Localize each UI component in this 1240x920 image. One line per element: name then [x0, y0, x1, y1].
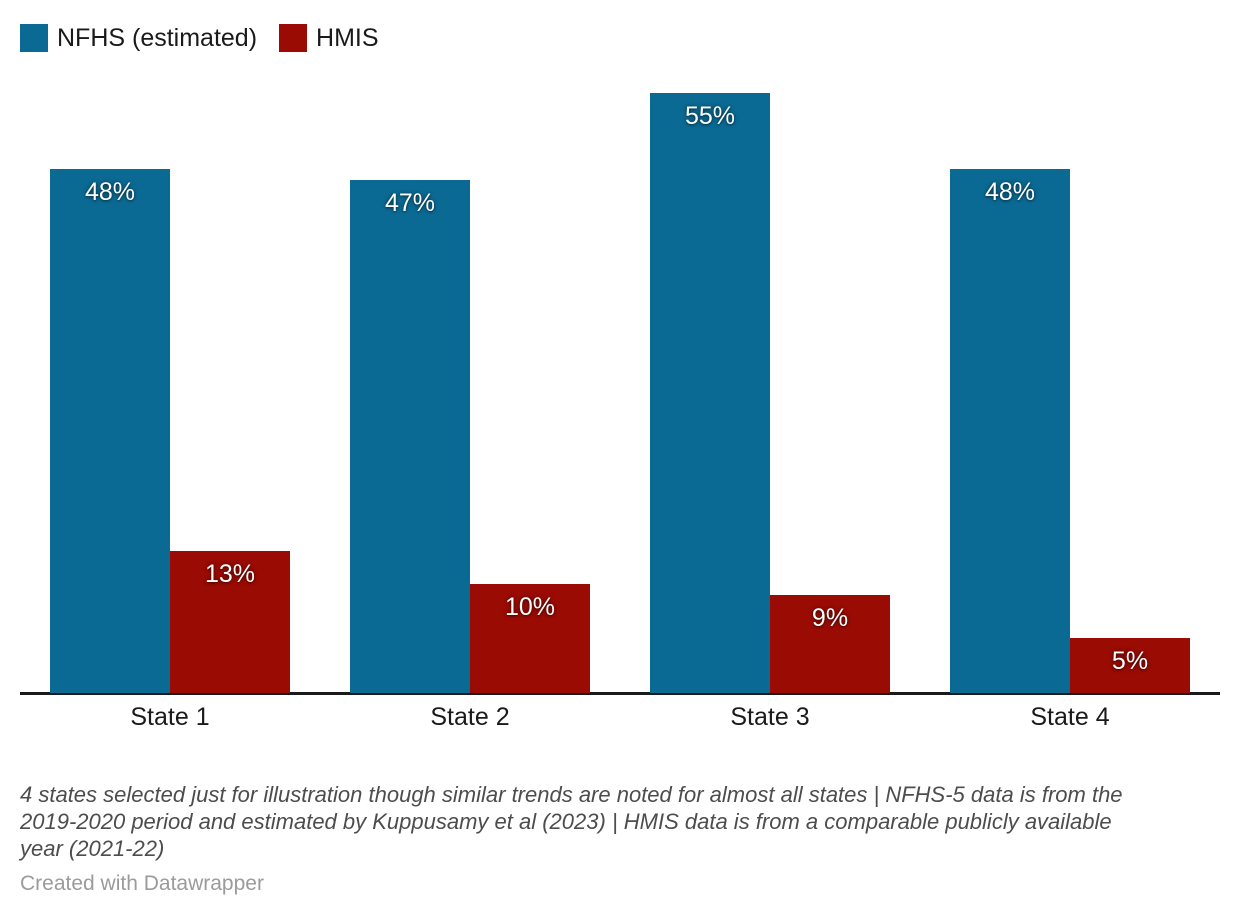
legend-item-hmis: HMIS	[279, 24, 379, 52]
bar-value-label: 47%	[384, 189, 436, 217]
bar-hmis-state-2[interactable]: 10%	[470, 584, 590, 693]
footnote-line-2: 2019-2020 period and estimated by Kuppus…	[20, 809, 1112, 834]
bar-value-label: 9%	[811, 604, 849, 632]
legend-item-nfhs: NFHS (estimated)	[20, 24, 257, 52]
bar-value-label: 5%	[1111, 647, 1149, 675]
bar-value-label: 10%	[504, 593, 556, 621]
legend-swatch-hmis-icon	[279, 24, 308, 52]
bar-value-label: 13%	[204, 560, 256, 588]
legend: NFHS (estimated) HMIS	[20, 24, 379, 52]
legend-label-hmis: HMIS	[316, 24, 379, 52]
bar-nfhs-state-1[interactable]: 48%	[50, 169, 170, 693]
bar-nfhs-state-2[interactable]: 47%	[350, 180, 470, 693]
bar-nfhs-state-3[interactable]: 55%	[650, 93, 770, 693]
x-axis-label-state-4: State 4	[1030, 703, 1110, 731]
legend-swatch-nfhs-icon	[20, 24, 48, 52]
bar-hmis-state-1[interactable]: 13%	[170, 551, 290, 693]
x-axis-line	[20, 692, 1220, 695]
footnote: 4 states selected just for illustration …	[20, 781, 1220, 862]
x-axis-label-state-3: State 3	[730, 703, 810, 731]
bar-nfhs-state-4[interactable]: 48%	[950, 169, 1070, 693]
bar-value-label: 48%	[84, 178, 136, 206]
footnote-line-1: 4 states selected just for illustration …	[20, 782, 1123, 807]
x-axis-label-state-1: State 1	[130, 703, 210, 731]
x-axis-label-state-2: State 2	[430, 703, 510, 731]
footnote-line-3: year (2021-22)	[20, 836, 165, 861]
datawrapper-attribution-link[interactable]: Created with Datawrapper	[20, 872, 264, 895]
legend-label-nfhs: NFHS (estimated)	[57, 24, 258, 52]
bar-hmis-state-3[interactable]: 9%	[770, 595, 890, 693]
bar-value-label: 48%	[984, 178, 1036, 206]
bar-value-label: 55%	[684, 102, 736, 130]
bar-hmis-state-4[interactable]: 5%	[1070, 638, 1190, 693]
